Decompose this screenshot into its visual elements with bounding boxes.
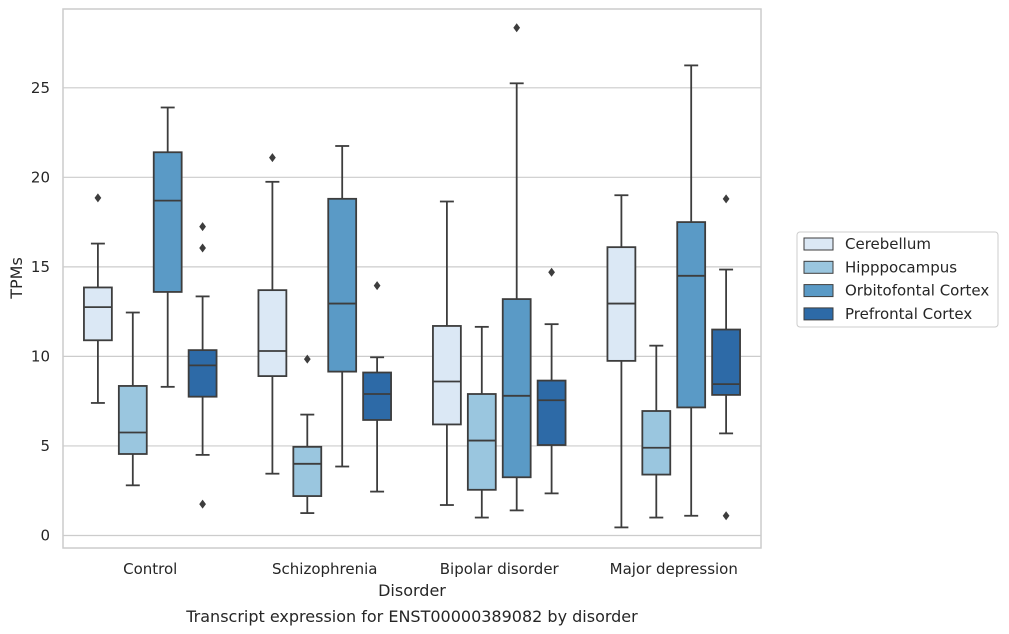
legend-label: Orbitofontal Cortex: [845, 282, 989, 300]
box-1-3: [362, 281, 392, 493]
plot-frame: [62, 8, 762, 549]
box-iqr: [152, 151, 183, 293]
legend-swatch: [803, 237, 834, 251]
box-3-3: [711, 194, 741, 521]
y-tick-label: 15: [31, 258, 50, 276]
flier-point: [722, 194, 730, 204]
x-tick-label: Control: [123, 560, 177, 578]
box-0-3: [187, 222, 218, 509]
y-tick-label: 25: [31, 79, 50, 97]
boxes-layer: [83, 23, 741, 529]
box-1-2: [327, 145, 358, 468]
flier-point: [373, 281, 381, 291]
box-iqr: [711, 328, 741, 396]
flier-point: [722, 511, 730, 521]
box-iqr: [432, 325, 462, 426]
box-iqr: [117, 385, 148, 455]
legend-swatch: [803, 307, 834, 321]
box-2-0: [432, 200, 462, 506]
box-iqr: [641, 410, 672, 476]
box-2-1: [466, 325, 497, 519]
flier-point: [199, 243, 206, 253]
box-3-0: [606, 194, 637, 529]
flier-point: [548, 267, 555, 277]
legend-label: Hipppocampus: [845, 258, 957, 276]
y-tick-label: 5: [40, 437, 50, 455]
x-axis-label: Disorder: [378, 581, 446, 600]
flier-point: [199, 222, 206, 232]
box-3-2: [676, 64, 707, 517]
box-iqr: [676, 221, 707, 409]
flier-point: [269, 153, 276, 163]
y-tick-labels: 0 5 10 15 20 25: [31, 79, 50, 545]
box-0-1: [117, 311, 148, 487]
y-tick-label: 10: [31, 347, 50, 365]
x-tick-label: Schizophrenia: [272, 560, 377, 578]
flier-point: [199, 499, 206, 509]
x-tick-label: Major depression: [610, 560, 738, 578]
y-tick-label: 0: [40, 526, 50, 544]
box-iqr: [257, 289, 288, 377]
legend-frame: [796, 231, 999, 328]
x-tick-labels: Control Schizophrenia Bipolar disorder Majo…: [123, 560, 738, 578]
box-3-1: [641, 344, 672, 519]
box-iqr: [327, 197, 358, 373]
flier-point: [303, 354, 311, 364]
box-2-2: [501, 23, 532, 512]
box-1-0: [257, 153, 288, 475]
box-1-1: [292, 354, 323, 514]
y-tick-label: 20: [31, 168, 50, 186]
y-axis-label: TPMs: [7, 257, 26, 300]
box-iqr: [187, 349, 218, 398]
x-tick-label: Bipolar disorder: [440, 560, 560, 578]
box-iqr: [362, 371, 392, 421]
box-iqr: [501, 298, 532, 479]
chart-caption: Transcript expression for ENST0000038908…: [185, 607, 638, 626]
flier-point: [513, 23, 521, 33]
box-iqr: [292, 445, 323, 497]
box-iqr: [536, 379, 567, 446]
box-0-0: [83, 193, 113, 404]
legend-label: Cerebellum: [845, 235, 931, 253]
legend-swatch: [803, 260, 834, 274]
box-2-3: [536, 267, 567, 495]
flier-point: [94, 193, 102, 203]
box-iqr: [466, 393, 497, 491]
legend-label: Prefrontal Cortex: [845, 305, 972, 323]
box-iqr: [83, 286, 113, 342]
legend-swatch: [803, 284, 834, 298]
legend: Cerebellum Hipppocampus Orbitofontal Corte…: [796, 231, 999, 328]
box-0-2: [152, 106, 183, 388]
